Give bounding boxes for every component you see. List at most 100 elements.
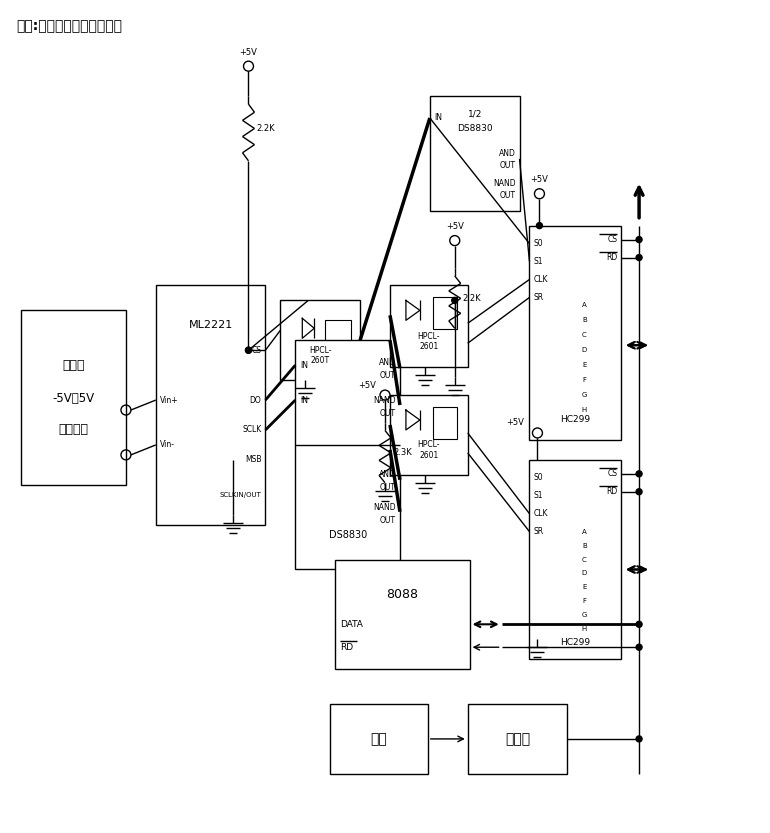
Text: +5V: +5V — [507, 418, 524, 427]
Text: 传感器: 传感器 — [62, 359, 85, 372]
Text: HC299: HC299 — [561, 416, 591, 425]
Text: G: G — [582, 392, 588, 398]
Text: CS: CS — [608, 235, 618, 244]
Text: OUT: OUT — [380, 516, 396, 525]
Text: F: F — [582, 598, 587, 605]
Circle shape — [636, 621, 642, 627]
Bar — [467, 704, 567, 774]
Text: DS8830: DS8830 — [457, 124, 493, 133]
Circle shape — [636, 471, 642, 476]
Text: E: E — [582, 585, 587, 591]
Text: 2.2K: 2.2K — [463, 294, 481, 303]
Bar — [22, 311, 126, 485]
Text: B: B — [582, 317, 587, 323]
Text: AND: AND — [379, 471, 396, 479]
Text: IN: IN — [434, 113, 442, 122]
Bar — [390, 286, 467, 367]
Text: MSB: MSB — [245, 456, 262, 464]
Text: C: C — [582, 332, 587, 338]
Text: OUT: OUT — [500, 162, 516, 170]
Text: DO: DO — [249, 396, 262, 405]
Text: S0: S0 — [534, 239, 543, 248]
Bar — [330, 704, 428, 774]
Bar — [430, 96, 520, 211]
Text: +5V: +5V — [531, 175, 548, 184]
Bar — [390, 395, 467, 475]
Text: S1: S1 — [534, 257, 543, 266]
Text: SR: SR — [534, 527, 544, 536]
Text: CLK: CLK — [534, 509, 548, 518]
Text: AND: AND — [499, 149, 516, 158]
Text: Vin-: Vin- — [160, 441, 175, 450]
Text: RD: RD — [606, 487, 618, 496]
Bar — [325, 321, 351, 355]
Text: NAND: NAND — [493, 179, 516, 188]
Text: CS: CS — [608, 469, 618, 478]
Text: HPCL-
260T: HPCL- 260T — [309, 346, 331, 365]
Bar — [156, 286, 266, 525]
Text: D: D — [582, 571, 587, 576]
Text: F: F — [582, 377, 587, 383]
Text: +5V: +5V — [446, 222, 464, 231]
Text: A: A — [582, 529, 587, 535]
Circle shape — [537, 222, 542, 228]
Text: NAND: NAND — [373, 503, 396, 512]
Text: RD: RD — [340, 643, 353, 651]
Text: IN: IN — [300, 361, 308, 370]
Bar — [335, 560, 470, 669]
Text: 8088: 8088 — [387, 588, 418, 601]
Circle shape — [636, 644, 642, 651]
Text: ML2221: ML2221 — [189, 321, 233, 331]
Text: +5V: +5V — [358, 381, 376, 390]
Text: AND: AND — [379, 357, 396, 367]
Text: OUT: OUT — [380, 371, 396, 380]
Bar — [433, 297, 457, 329]
Text: NAND: NAND — [373, 396, 396, 405]
Text: IN: IN — [300, 396, 308, 405]
Bar — [433, 407, 457, 439]
Text: OUT: OUT — [380, 408, 396, 417]
Text: HPCL-
2601: HPCL- 2601 — [417, 440, 440, 460]
Circle shape — [246, 347, 252, 353]
Text: A: A — [582, 302, 587, 308]
Text: -5V～5V: -5V～5V — [52, 392, 95, 405]
Text: DATA: DATA — [340, 620, 363, 629]
Text: SCLKIN/OUT: SCLKIN/OUT — [219, 491, 262, 498]
Text: 地址: 地址 — [370, 732, 387, 746]
Text: G: G — [582, 612, 588, 618]
Text: B: B — [582, 542, 587, 549]
Text: H: H — [582, 626, 587, 632]
Bar — [530, 460, 621, 659]
Text: C: C — [582, 556, 587, 562]
Bar — [296, 340, 400, 570]
Circle shape — [636, 489, 642, 495]
Text: SCLK: SCLK — [243, 426, 262, 435]
Text: DS8830: DS8830 — [329, 530, 367, 540]
Text: CS: CS — [252, 346, 262, 355]
Text: E: E — [582, 362, 587, 368]
Circle shape — [636, 237, 642, 242]
Text: Vin+: Vin+ — [160, 396, 179, 405]
Text: 用途:用于传感器接口电路。: 用途:用于传感器接口电路。 — [16, 19, 122, 33]
Text: S0: S0 — [534, 473, 543, 482]
Text: H: H — [582, 407, 587, 413]
Text: HPCL-
2601: HPCL- 2601 — [417, 332, 440, 351]
Circle shape — [636, 736, 642, 742]
Bar — [280, 301, 360, 380]
Text: OUT: OUT — [380, 483, 396, 492]
Text: SR: SR — [534, 293, 544, 302]
Text: 模拟输入: 模拟输入 — [59, 423, 89, 436]
Text: D: D — [582, 347, 587, 353]
Text: +5V: +5V — [239, 47, 257, 57]
Circle shape — [636, 255, 642, 261]
Text: 2.2K: 2.2K — [256, 124, 275, 133]
Text: 1/2: 1/2 — [467, 109, 482, 118]
Text: HC299: HC299 — [561, 638, 591, 646]
Circle shape — [246, 347, 252, 353]
Text: 译码器: 译码器 — [505, 732, 530, 746]
Text: CLK: CLK — [534, 275, 548, 284]
Text: RD: RD — [606, 253, 618, 262]
Bar — [530, 226, 621, 440]
Circle shape — [452, 297, 457, 303]
Text: 2.3K: 2.3K — [393, 448, 412, 457]
